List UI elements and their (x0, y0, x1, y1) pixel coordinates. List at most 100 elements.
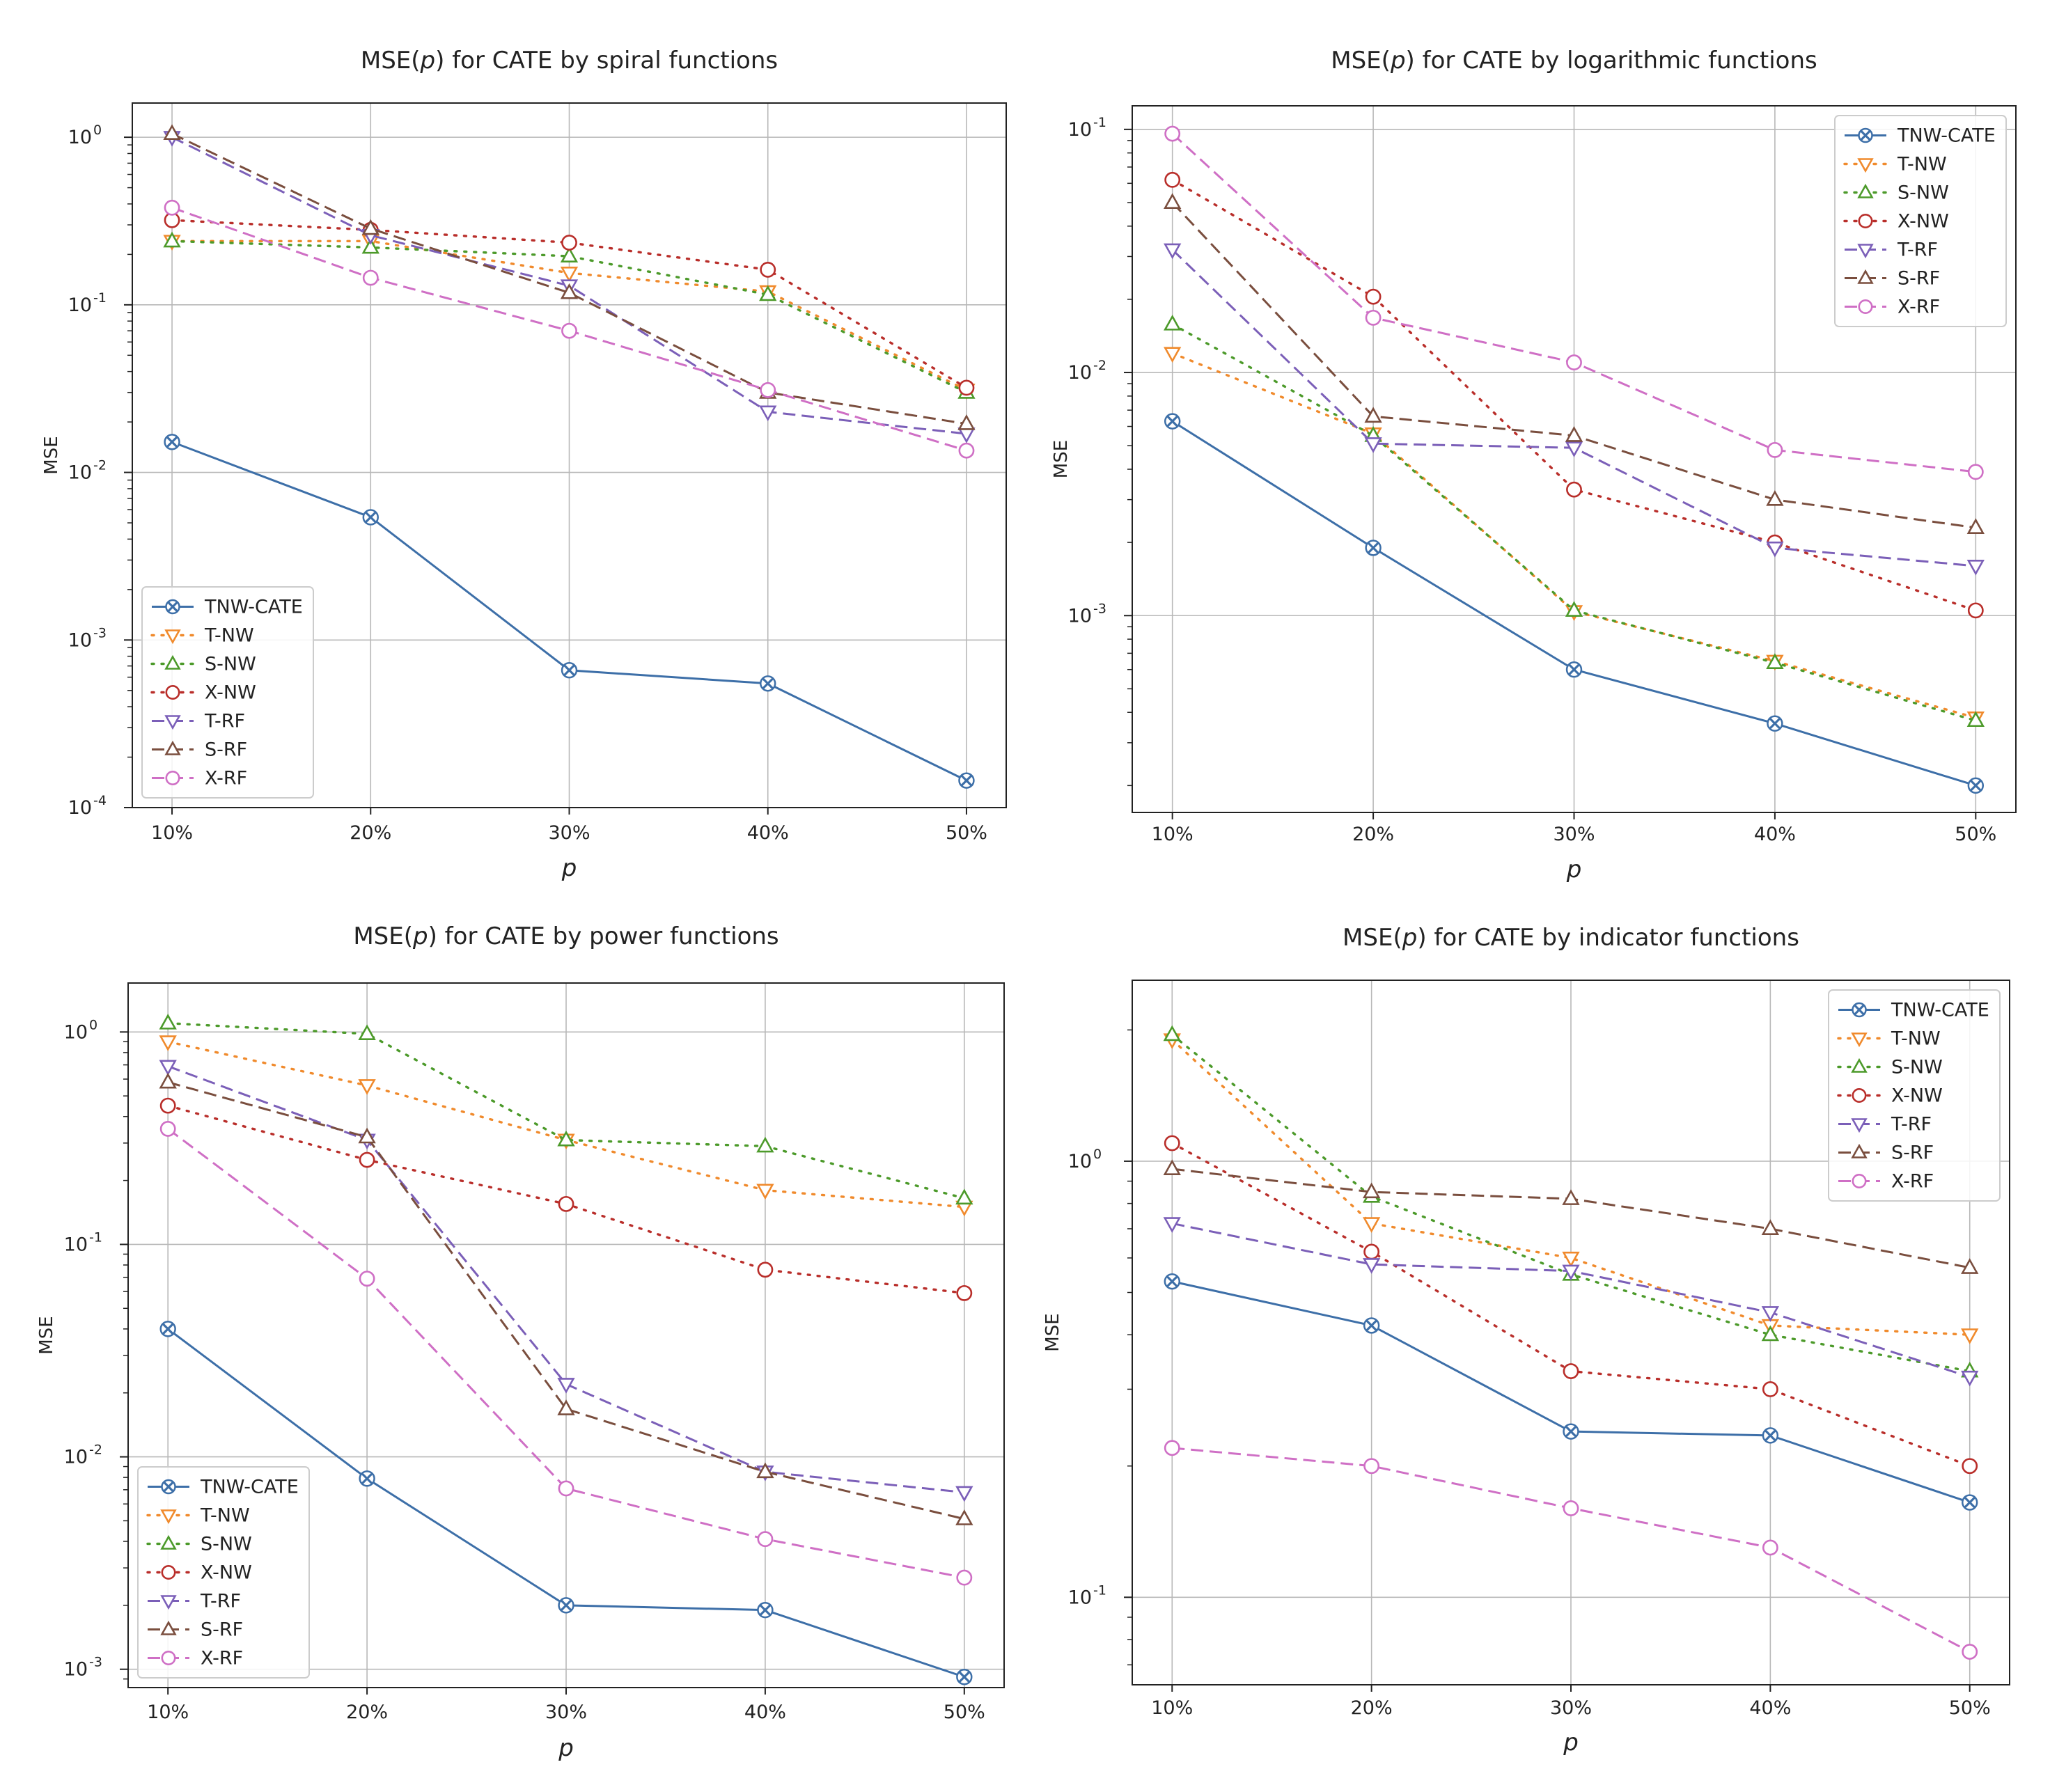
legend-marker (1858, 213, 1873, 228)
legend-label: T-NW (1897, 154, 1947, 175)
legend-label: T-NW (204, 625, 254, 647)
data-point (1565, 441, 1583, 457)
data-point (1566, 481, 1582, 498)
data-point (1563, 1423, 1579, 1440)
data-point (1961, 1370, 1979, 1387)
series-tnw-cate (159, 1321, 973, 1685)
data-point (1362, 1182, 1381, 1199)
data-point (1164, 125, 1181, 142)
legend-entry-t-nw: T-NW (146, 1505, 250, 1527)
data-point (557, 1130, 575, 1147)
y-tick-exponent: -4 (93, 793, 107, 808)
data-point (560, 267, 579, 283)
data-point (958, 772, 975, 789)
data-point (1762, 1427, 1779, 1444)
y-tick-label: 10 (64, 1659, 88, 1681)
x-tick-label: 10% (151, 822, 193, 844)
data-point (1163, 1217, 1181, 1233)
legend-label: X-RF (201, 1648, 243, 1669)
data-point (558, 1480, 574, 1497)
y-tick-label: 10 (1068, 119, 1092, 141)
data-point (159, 1035, 177, 1051)
x-axis-label: p (558, 1734, 574, 1762)
y-tick-label: 10 (68, 797, 92, 819)
data-point (560, 283, 579, 299)
x-tick-label: 40% (744, 1701, 786, 1723)
data-point (955, 1509, 973, 1525)
data-point (1164, 1273, 1180, 1290)
data-point (757, 1531, 774, 1548)
legend-entry-t-nw: T-NW (150, 625, 254, 647)
y-tick-label: 10 (1068, 1151, 1092, 1172)
legend-entry-t-rf: T-RF (152, 711, 245, 732)
data-point (1962, 1494, 1978, 1511)
legend-label: S-NW (1891, 1057, 1943, 1078)
data-point (1363, 1243, 1380, 1260)
legend-marker (1858, 299, 1873, 314)
y-tick-exponent: -1 (1093, 1582, 1106, 1598)
x-tick-label: 30% (1550, 1697, 1592, 1719)
data-point (759, 285, 777, 301)
data-point (1364, 437, 1382, 453)
legend-marker (1852, 1088, 1867, 1103)
y-axis-label: MSE (1051, 440, 1072, 478)
y-tick-label: 10 (64, 1234, 88, 1255)
y-tick-exponent: 0 (89, 1017, 97, 1032)
series-line (1171, 352, 1978, 719)
data-point (955, 1188, 973, 1205)
legend-label: T-RF (204, 711, 245, 732)
data-point (1363, 1458, 1380, 1475)
legend-entry-x-nw: X-NW (1843, 211, 1949, 233)
legend-label: TNW-CATE (200, 1477, 299, 1498)
legend-label: X-NW (1891, 1085, 1943, 1107)
data-point (358, 1079, 376, 1095)
data-point (756, 1184, 774, 1200)
series-s-rf (1163, 1159, 1979, 1274)
data-point (1962, 1458, 1978, 1475)
data-point (159, 1321, 176, 1337)
legend-label: T-RF (1891, 1114, 1932, 1135)
y-tick-exponent: -1 (93, 290, 107, 306)
x-tick-label: 40% (1749, 1697, 1791, 1719)
y-tick-exponent: -2 (93, 458, 107, 473)
data-point (760, 675, 776, 692)
data-point (1363, 1317, 1380, 1334)
series-line (1171, 178, 1978, 612)
series-x-rf (164, 199, 975, 459)
data-point (163, 231, 181, 248)
legend-entry-x-nw: X-NW (146, 1562, 252, 1584)
legend-label: S-RF (1891, 1142, 1934, 1164)
data-point (1767, 441, 1783, 458)
data-point (957, 414, 976, 430)
legend-label: X-NW (205, 682, 256, 704)
series-line (166, 1021, 966, 1200)
x-tick-label: 10% (1152, 824, 1194, 845)
data-point (358, 1127, 376, 1144)
y-minor-ticks (127, 144, 132, 758)
legend-marker (160, 1534, 177, 1550)
legend-marker (160, 1620, 177, 1635)
data-point (1766, 653, 1784, 669)
series-tnw-cate (1164, 413, 1985, 794)
legend-marker (1851, 1058, 1868, 1073)
series-x-nw (1164, 1135, 1978, 1475)
data-point (756, 1462, 774, 1479)
legend-label: S-NW (205, 654, 256, 675)
data-point (1962, 1644, 1978, 1660)
chart-title: MSE(p) for CATE by logarithmic functions (1331, 47, 1817, 74)
data-point (1563, 1363, 1579, 1379)
data-point (958, 442, 975, 459)
legend-entry-s-rf: S-RF (152, 739, 247, 761)
series-x-nw (159, 1097, 973, 1301)
data-point (159, 1097, 176, 1114)
y-axis-label: MSE (41, 436, 62, 474)
data-point (358, 1024, 376, 1040)
x-tick-label: 20% (1351, 1697, 1393, 1719)
data-point (1365, 288, 1382, 305)
legend-label: T-RF (200, 1591, 241, 1612)
x-tick-label: 50% (1949, 1697, 1991, 1719)
data-point (361, 219, 380, 235)
legend-label: TNW-CATE (1891, 1000, 1989, 1021)
legend-label: T-NW (1891, 1028, 1941, 1050)
